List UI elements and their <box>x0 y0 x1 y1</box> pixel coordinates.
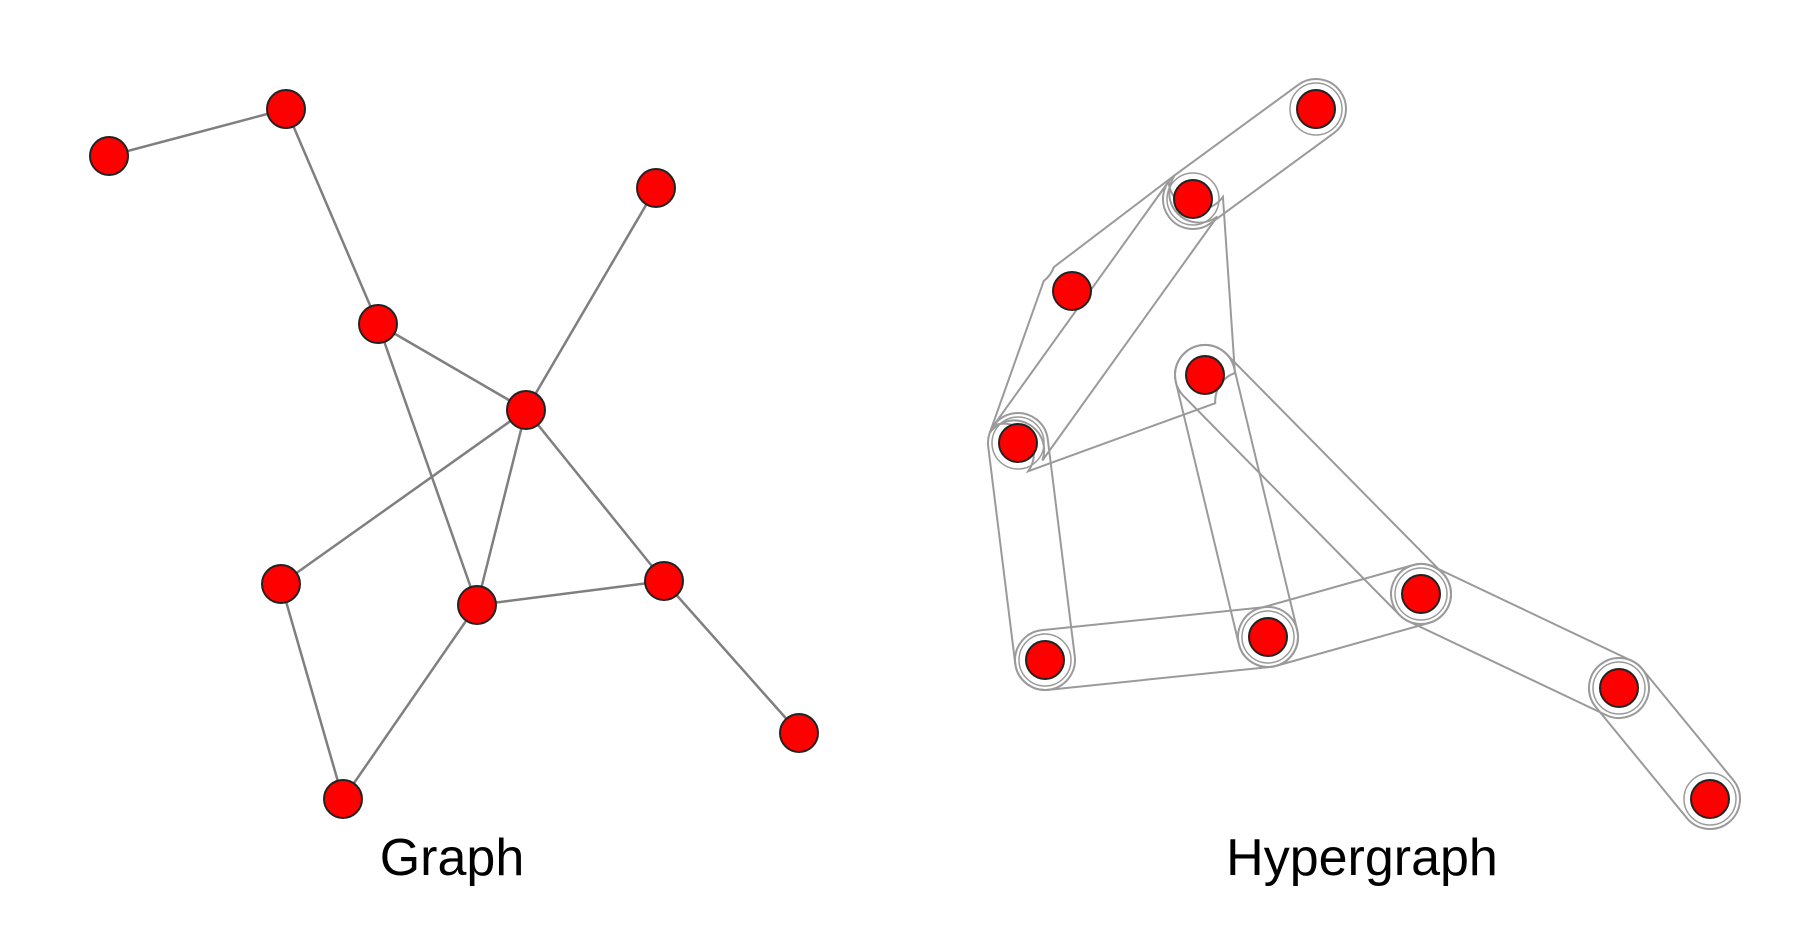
graph-edge-g5-g6 <box>280 408 527 586</box>
hypergraph-node-h10 <box>1690 779 1730 819</box>
hyper-node-ring-h6 <box>1018 633 1072 687</box>
graph-node-g9 <box>779 713 819 753</box>
hypergraph-node-h6 <box>1025 640 1065 680</box>
graph-edge-g7-g8 <box>476 579 665 607</box>
graph-edge-g5-g7 <box>475 409 528 606</box>
graph-node-g4 <box>358 304 398 344</box>
graph-edge-g2-g4 <box>284 108 380 325</box>
hyper-node-ring-h2 <box>1166 172 1220 226</box>
hyper-node-ring-h10 <box>1683 772 1737 826</box>
hyperedge-node-rings <box>991 82 1737 826</box>
hyperedge-h9-h10 <box>1588 657 1741 830</box>
graph-edge-g6-g10 <box>279 583 345 800</box>
hypergraph-diagram <box>987 78 1741 830</box>
hypergraph-node-h4 <box>1185 355 1225 395</box>
hyper-node-ring-h1 <box>1289 82 1343 136</box>
graph-edge-g1-g2 <box>108 107 287 158</box>
hyper-node-ring-h7 <box>1241 610 1295 664</box>
graph-edge-g3-g5 <box>524 187 658 411</box>
graph-edge-g7-g10 <box>341 604 479 800</box>
hyperedge-h1-h2 <box>1162 78 1347 230</box>
hyperedges <box>987 78 1741 830</box>
graph-edge-g5-g8 <box>525 409 665 582</box>
graph-edge-g8-g9 <box>663 580 800 734</box>
graph-node-g3 <box>636 168 676 208</box>
hypergraph-node-h3 <box>1052 271 1092 311</box>
hypergraph-node-h8 <box>1401 574 1441 614</box>
graph-diagram <box>89 89 819 819</box>
graph-node-g2 <box>266 89 306 129</box>
graph-nodes <box>89 89 819 819</box>
graph-node-g6 <box>261 564 301 604</box>
graph-node-g8 <box>644 561 684 601</box>
hypergraph-node-h5 <box>998 423 1038 463</box>
hyper-node-ring-h5 <box>991 416 1045 470</box>
hypergraph-node-h9 <box>1599 668 1639 708</box>
graph-edge-g4-g7 <box>376 323 479 606</box>
graph-node-g5 <box>506 390 546 430</box>
hypergraph-node-h1 <box>1296 89 1336 129</box>
hypergraph-node-h7 <box>1248 617 1288 657</box>
graph-caption: Graph <box>379 829 525 887</box>
graph-node-g1 <box>89 136 129 176</box>
hypergraph-nodes <box>998 89 1730 819</box>
graph-edges <box>108 107 800 800</box>
graph-node-g10 <box>323 779 363 819</box>
hyperedge-h4-h7 <box>1174 344 1299 668</box>
graph-node-g7 <box>457 585 497 625</box>
hyper-node-ring-h8 <box>1394 567 1448 621</box>
hypergraph-node-h2 <box>1173 179 1213 219</box>
hyper-node-ring-h9 <box>1592 661 1646 715</box>
hypergraph-caption: Hypergraph <box>1226 829 1498 887</box>
graph-edge-g4-g5 <box>377 322 527 412</box>
